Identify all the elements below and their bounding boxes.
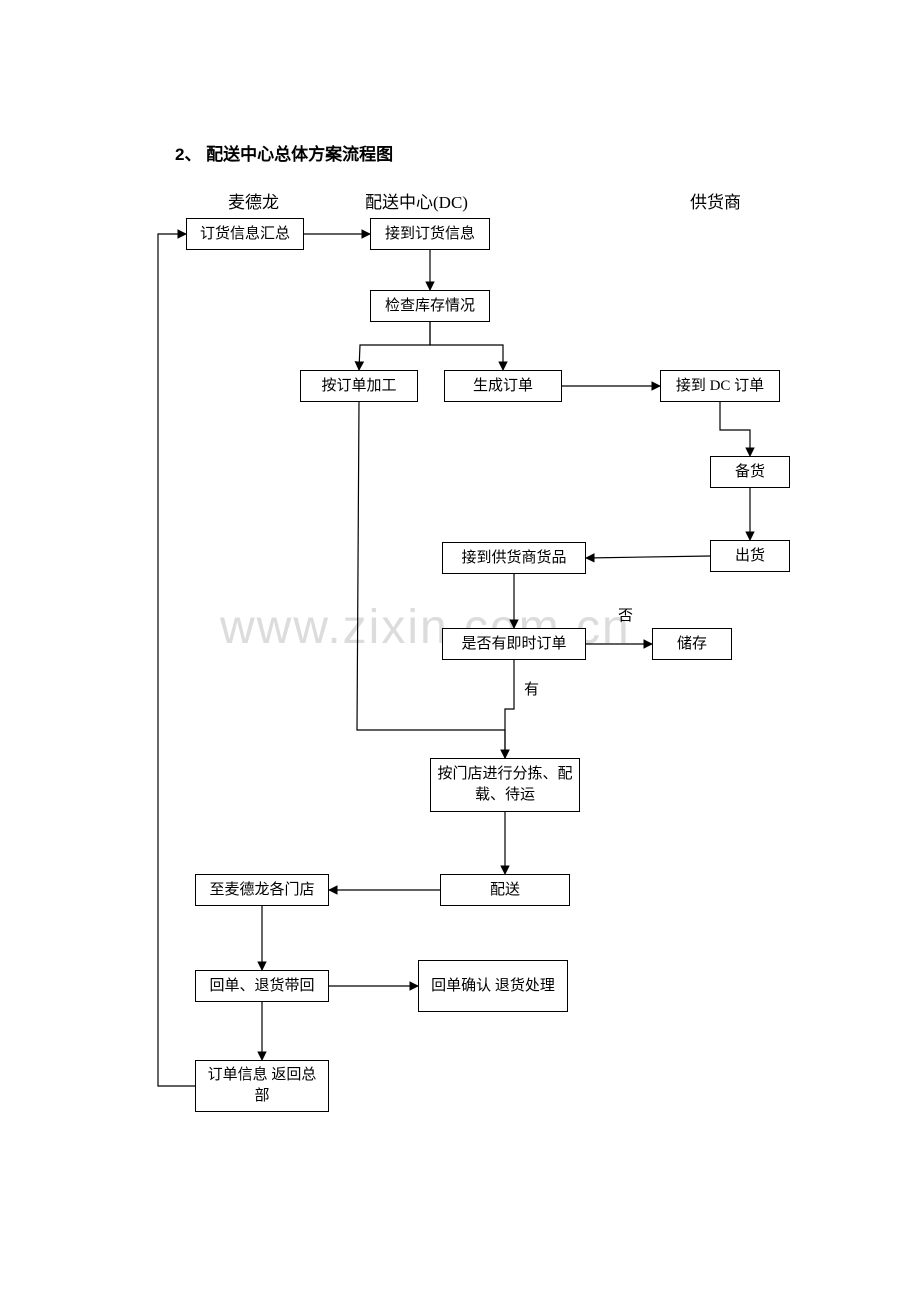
node-label: 接到供货商货品 [461, 548, 566, 569]
column-header-metro: 麦德龙 [228, 188, 279, 213]
node-label: 回单确认 退货处理 [431, 976, 555, 997]
node-label: 接到订货信息 [385, 224, 475, 245]
edge-label-yes: 有 [524, 678, 539, 699]
node-label: 按门店进行分拣、配载、待运 [437, 764, 573, 806]
node-label: 订单信息 返回总部 [202, 1065, 322, 1107]
node-label: 生成订单 [473, 376, 533, 397]
node-label: 出货 [735, 546, 765, 567]
node-receive-order-info: 接到订货信息 [370, 218, 490, 250]
node-prepare-goods: 备货 [710, 456, 790, 488]
node-label: 备货 [735, 462, 765, 483]
node-store: 储存 [652, 628, 732, 660]
node-receipt-confirm: 回单确认 退货处理 [418, 960, 568, 1012]
node-generate-order: 生成订单 [444, 370, 562, 402]
edge-label-no: 否 [618, 604, 633, 625]
node-label: 是否有即时订单 [461, 634, 566, 655]
node-check-inventory: 检查库存情况 [370, 290, 490, 322]
node-deliver: 配送 [440, 874, 570, 906]
column-header-dc: 配送中心(DC) [365, 188, 468, 213]
node-receive-supplier-goods: 接到供货商货品 [442, 542, 586, 574]
node-label: 按订单加工 [321, 376, 396, 397]
node-label: 至麦德龙各门店 [209, 880, 314, 901]
node-sort-load-wait: 按门店进行分拣、配载、待运 [430, 758, 580, 812]
node-label: 订货信息汇总 [200, 224, 290, 245]
node-decision-immediate-order: 是否有即时订单 [442, 628, 586, 660]
node-return-receipt: 回单、退货带回 [195, 970, 329, 1002]
node-receive-dc-order: 接到 DC 订单 [660, 370, 780, 402]
node-order-info-return: 订单信息 返回总部 [195, 1060, 329, 1112]
node-order-summary: 订货信息汇总 [186, 218, 304, 250]
node-to-metro-stores: 至麦德龙各门店 [195, 874, 329, 906]
node-label: 接到 DC 订单 [676, 376, 764, 397]
diagram-title: 2、 配送中心总体方案流程图 [175, 140, 393, 165]
column-header-supplier: 供货商 [690, 188, 741, 213]
node-label: 检查库存情况 [385, 296, 475, 317]
node-label: 储存 [677, 634, 707, 655]
node-ship-out: 出货 [710, 540, 790, 572]
node-label: 配送 [490, 880, 520, 901]
node-process-by-order: 按订单加工 [300, 370, 418, 402]
node-label: 回单、退货带回 [209, 976, 314, 997]
